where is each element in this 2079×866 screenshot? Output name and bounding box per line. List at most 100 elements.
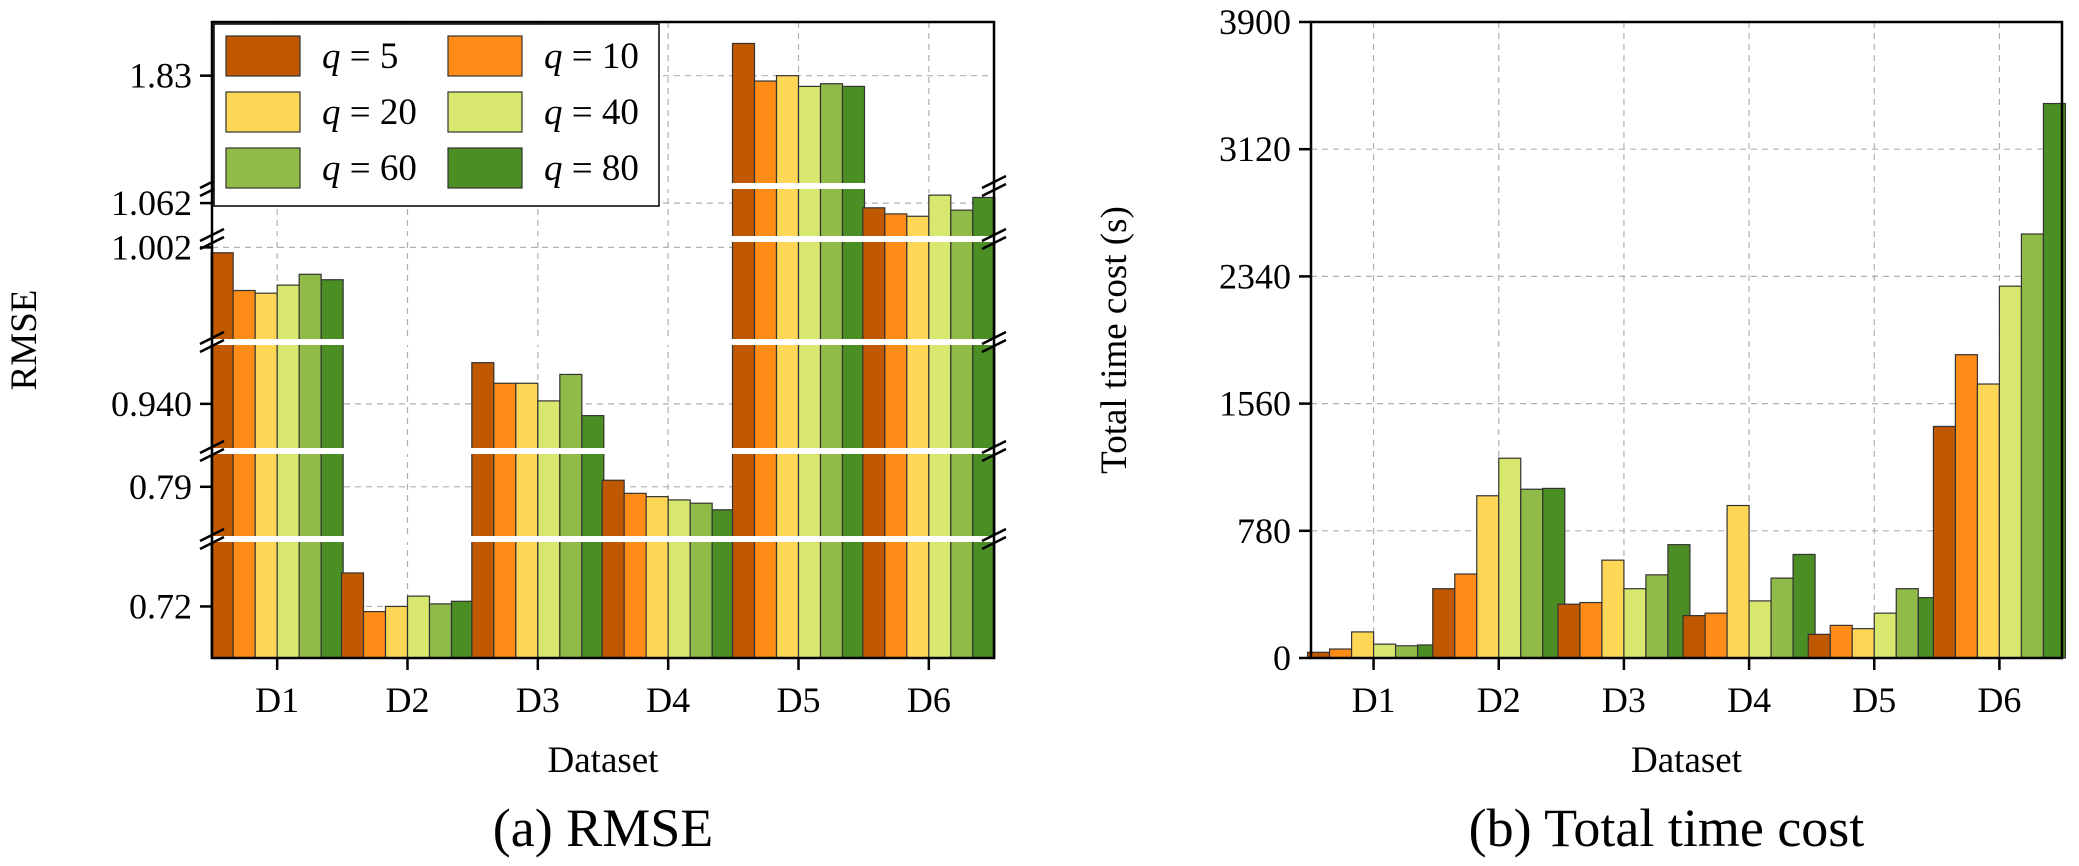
time-y-tick-label: 1560	[1219, 384, 1291, 424]
time-x-tick-label: D2	[1477, 680, 1521, 720]
time-bar	[1873, 612, 1897, 659]
rmse-bar	[601, 479, 625, 659]
rmse-bar	[340, 572, 365, 659]
rmse-bar	[362, 610, 387, 659]
time-y-axis-label: Total time cost (s)	[1094, 206, 1135, 474]
time-x-tick-label: D3	[1602, 680, 1646, 720]
rmse-y-tick-label: 1.062	[111, 183, 192, 223]
rmse-x-tick-label: D3	[516, 680, 560, 720]
rmse-y-tick-label: 1.83	[129, 56, 192, 96]
time-plot-frame	[1309, 20, 2064, 660]
time-bar	[1895, 588, 1919, 659]
time-y-tick-label: 2340	[1219, 256, 1291, 296]
rmse-bar	[428, 603, 453, 659]
rmse-break-gap	[214, 448, 992, 454]
time-bar	[1601, 559, 1625, 659]
rmse-bar	[689, 502, 713, 659]
legend-label: q = 10	[544, 36, 639, 77]
rmse-bar	[471, 362, 495, 659]
rmse-bar	[623, 492, 647, 659]
time-bar	[1623, 588, 1647, 659]
time-x-axis-label: Dataset	[1631, 740, 1743, 781]
time-bar	[2020, 233, 2045, 659]
time-bar	[1807, 633, 1831, 659]
legend-swatch	[447, 35, 523, 77]
time-cost-chart: 0 780 1560 2340 3120 3900 D1 D2 D3 D4 D5 D6 Total …	[1094, 2, 2067, 858]
rmse-bar	[731, 42, 756, 659]
time-x-tick-label: D5	[1852, 680, 1896, 720]
time-bar	[1726, 504, 1750, 659]
time-bar	[1579, 601, 1603, 659]
rmse-bar	[232, 289, 256, 659]
time-bar	[1372, 643, 1397, 659]
time-bar	[1498, 457, 1522, 659]
rmse-bar	[797, 85, 822, 659]
time-x-ticks: D1 D2 D3 D4 D5 D6	[1352, 658, 2021, 720]
rmse-bar	[841, 85, 866, 659]
time-bar	[1454, 573, 1478, 659]
rmse-y-tick-label: 0.72	[129, 586, 192, 626]
rmse-x-tick-label: D1	[255, 680, 299, 720]
rmse-plot-frame	[210, 20, 996, 660]
legend-swatch	[225, 35, 301, 77]
time-bar	[1748, 600, 1772, 659]
rmse-bar	[559, 373, 583, 659]
time-bar	[1829, 624, 1853, 659]
legend-label: q = 5	[322, 36, 398, 77]
legend-swatch	[447, 91, 523, 133]
legend-swatch	[225, 147, 301, 189]
time-caption: (b) Total time cost	[1469, 798, 1865, 858]
time-bar	[1476, 495, 1500, 659]
time-bar	[1328, 648, 1353, 659]
rmse-x-ticks: D1 D2 D3 D4 D5 D6	[255, 658, 951, 720]
time-y-tick-label: 3900	[1219, 2, 1291, 42]
time-bar	[1770, 577, 1794, 659]
rmse-break-gap	[214, 536, 992, 542]
rmse-bar	[493, 382, 517, 659]
time-bar	[1645, 574, 1669, 659]
time-bar	[1954, 354, 1979, 659]
rmse-bar	[210, 252, 234, 659]
rmse-bar	[537, 400, 561, 659]
time-y-tick-label: 780	[1237, 511, 1291, 551]
rmse-y-tick-label: 0.940	[111, 384, 192, 424]
rmse-y-tick-label: 1.002	[111, 227, 192, 267]
legend-label: q = 60	[322, 148, 417, 189]
rmse-bars	[210, 42, 996, 659]
time-y-tick-label: 0	[1273, 638, 1291, 678]
time-bar	[1851, 628, 1875, 659]
rmse-bar	[972, 196, 996, 659]
time-bar	[1520, 488, 1544, 659]
legend-label: q = 20	[322, 92, 417, 133]
rmse-bar	[906, 215, 930, 659]
rmse-y-tick-label: 0.79	[129, 467, 192, 507]
rmse-bar	[298, 273, 322, 659]
time-x-tick-label: D4	[1727, 680, 1771, 720]
rmse-bar	[645, 496, 669, 659]
rmse-bar	[753, 80, 778, 659]
legend: q = 5 q = 10 q = 20 q = 40 q = 60 q = 80	[213, 23, 660, 207]
rmse-bar	[384, 605, 409, 659]
legend-swatch	[225, 91, 301, 133]
rmse-bar	[775, 75, 800, 659]
time-bar	[1998, 285, 2023, 659]
time-bar	[1704, 612, 1728, 659]
legend-label: q = 40	[544, 92, 639, 133]
rmse-bar	[515, 382, 539, 659]
time-bar	[1350, 631, 1375, 659]
time-bars	[1306, 102, 2067, 659]
time-y-tick-label: 3120	[1219, 129, 1291, 169]
legend-label: q = 80	[544, 148, 639, 189]
time-x-tick-label: D6	[1977, 680, 2021, 720]
time-x-tick-label: D1	[1352, 680, 1396, 720]
rmse-x-axis-label: Dataset	[548, 740, 660, 781]
rmse-bar	[928, 194, 952, 659]
rmse-x-tick-label: D2	[386, 680, 430, 720]
rmse-bar	[884, 213, 908, 659]
rmse-x-tick-label: D4	[646, 680, 690, 720]
rmse-y-axis-label: RMSE	[4, 290, 45, 391]
rmse-bar	[450, 600, 475, 659]
time-bar	[1432, 588, 1456, 659]
